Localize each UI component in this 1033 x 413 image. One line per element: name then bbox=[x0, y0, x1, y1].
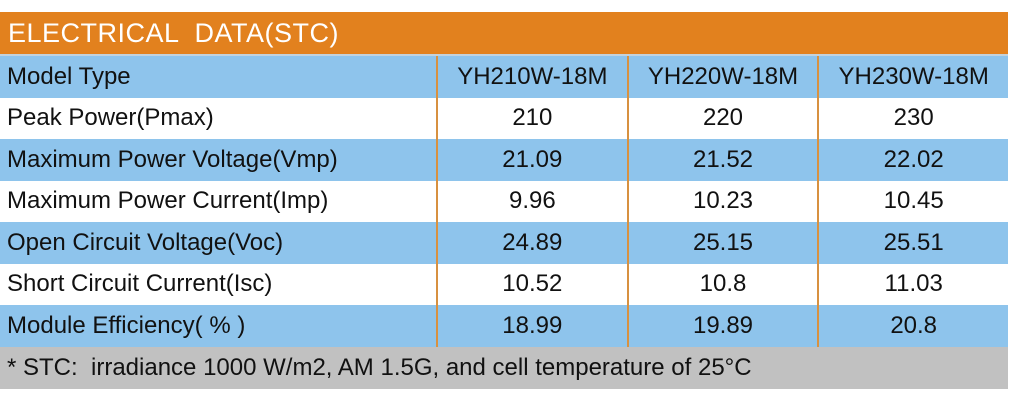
cell-value: 210 bbox=[436, 97, 627, 139]
cell-value: 25.15 bbox=[626, 222, 818, 264]
row-label: Module Efficiency( % ) bbox=[7, 311, 246, 339]
row-label: Maximum Power Current(Imp) bbox=[7, 187, 329, 215]
table-row-max-power-current: Maximum Power Current(Imp) 9.96 10.23 10… bbox=[0, 180, 1008, 222]
cell-value: 21.52 bbox=[626, 139, 818, 181]
cell-value: 10.45 bbox=[817, 180, 1008, 222]
row-label: Open Circuit Voltage(Voc) bbox=[7, 228, 284, 256]
cell-value: 20.8 bbox=[817, 305, 1008, 347]
cell-value: 21.09 bbox=[436, 139, 627, 181]
cell-value: 19.89 bbox=[626, 305, 818, 347]
electrical-data-table: ELECTRICAL DATA(STC) Model Type YH210W-1… bbox=[0, 12, 1008, 389]
table-row-open-circuit-voltage: Open Circuit Voltage(Voc) 24.89 25.15 25… bbox=[0, 222, 1008, 264]
table-row-model-type: Model Type YH210W-18M YH220W-18M YH230W-… bbox=[0, 56, 1008, 98]
cell-value: 10.52 bbox=[436, 263, 627, 305]
cell-value: 11.03 bbox=[817, 263, 1008, 305]
cell-value: 10.8 bbox=[626, 263, 818, 305]
model-column-header: YH220W-18M bbox=[626, 56, 818, 98]
row-label: Maximum Power Voltage(Vmp) bbox=[7, 145, 338, 173]
table-title: ELECTRICAL DATA(STC) bbox=[8, 17, 340, 48]
cell-value: 18.99 bbox=[436, 305, 627, 347]
cell-value: 10.23 bbox=[626, 180, 818, 222]
table-row-max-power-voltage: Maximum Power Voltage(Vmp) 21.09 21.52 2… bbox=[0, 139, 1008, 181]
row-label: Short Circuit Current(Isc) bbox=[7, 270, 273, 298]
row-label: Peak Power(Pmax) bbox=[7, 104, 214, 132]
cell-value: 220 bbox=[626, 97, 818, 139]
model-column-header: YH210W-18M bbox=[436, 56, 627, 98]
row-label: Model Type bbox=[7, 62, 131, 90]
model-column-header: YH230W-18M bbox=[817, 56, 1008, 98]
table-row-module-efficiency: Module Efficiency( % ) 18.99 19.89 20.8 bbox=[0, 305, 1008, 347]
table-row-peak-power: Peak Power(Pmax) 210 220 230 bbox=[0, 97, 1008, 139]
cell-value: 25.51 bbox=[817, 222, 1008, 264]
cell-value: 22.02 bbox=[817, 139, 1008, 181]
table-row-short-circuit-current: Short Circuit Current(Isc) 10.52 10.8 11… bbox=[0, 263, 1008, 305]
table-title-bar: ELECTRICAL DATA(STC) bbox=[0, 12, 1008, 56]
cell-value: 230 bbox=[817, 97, 1008, 139]
cell-value: 9.96 bbox=[436, 180, 627, 222]
stc-footnote: * STC: irradiance 1000 W/m2, AM 1.5G, an… bbox=[0, 346, 1008, 389]
cell-value: 24.89 bbox=[436, 222, 627, 264]
